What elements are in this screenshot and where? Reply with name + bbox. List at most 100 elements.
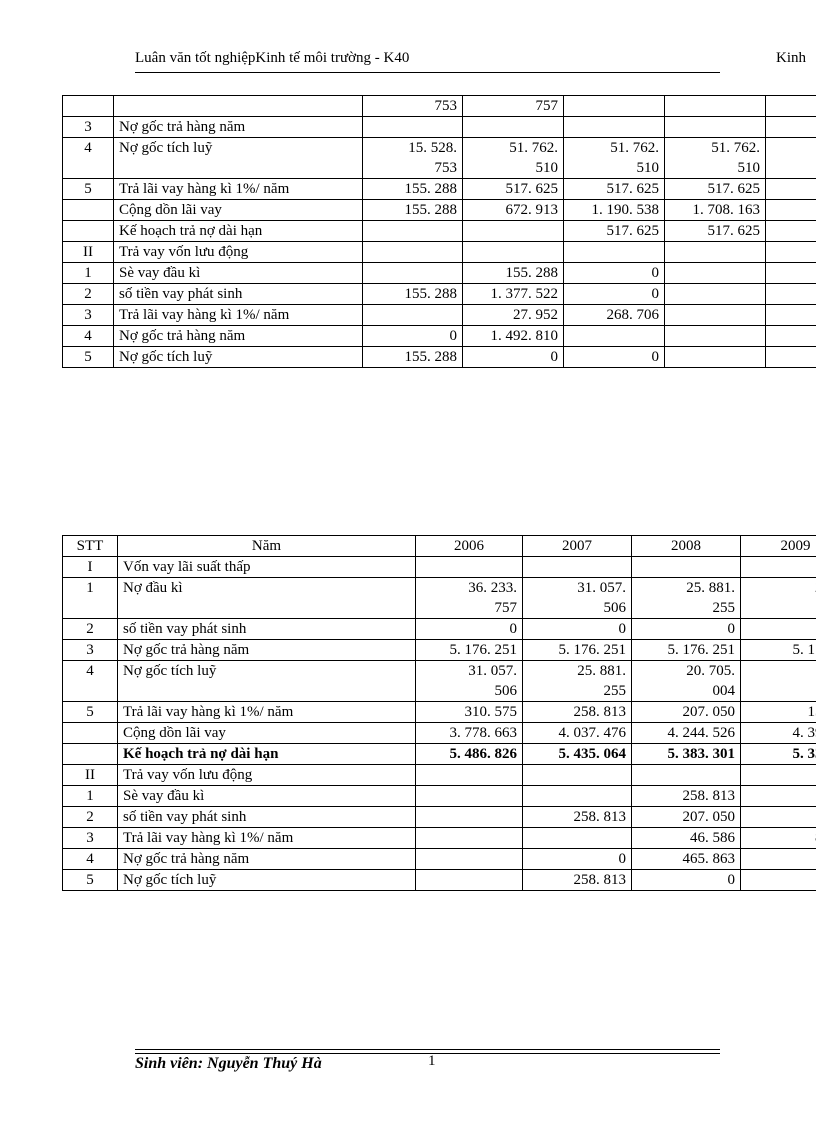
table-cell: 517. 625 [664,220,766,242]
table-row: 4 Nợ gốc tích luỹ 15. 528. 753 51. 762. 510 51… [62,137,816,179]
table-cell: 258. 813 [522,806,632,828]
table-row: Cộng dồn lãi vay 155. 288 672. 913 1. 190. … [62,199,816,221]
table-cell: 1. 492. 810 [462,325,564,347]
table-cell: 3 [62,827,118,849]
table-row: 3 Trả lãi vay hàng kì 1%/ năm 27. 952 268. … [62,304,816,326]
table-cell: 3 [62,639,118,661]
table-cell: II [62,241,114,263]
table-row: 3 Nợ gốc trả hàng năm [62,116,816,138]
table-cell: II [62,764,118,786]
cell-line: 510 [737,160,761,176]
table-cell [664,116,766,138]
table-row: 5 Nợ gốc tích luỹ 258. 813 0 [62,869,816,891]
table-cell: 31. 057. 506 [522,577,632,619]
table-cell: 1 [62,577,118,619]
cell-line: 757 [494,600,518,616]
table-cell: Trả lãi vay hàng kì 1%/ năm [117,827,416,849]
table-cell: 0 [563,262,665,284]
cell-line: 506 [494,683,518,699]
table-cell: 20. 705. 004 [631,660,741,702]
table-cell: Kế hoạch trả nợ dài hạn [117,743,416,765]
table-cell: 5. 176. 251 [415,639,523,661]
table-cell: 5. 486. 826 [415,743,523,765]
table-cell: Nợ gốc trả hàng năm [117,639,416,661]
table-cell: 5. 176. 251 [522,639,632,661]
table-row: 4 Nợ gốc tích luỹ 31. 057. 506 25. 881. 255 20… [62,660,816,702]
table-cell: 155. 2 [740,701,816,723]
table-cell [62,220,114,242]
table-cell [362,241,463,263]
table-cell: số tiền vay phát sinh [117,806,416,828]
column-header: 2007 [522,535,632,557]
table-cell [765,325,816,347]
cell-line: 20. 705. [686,663,735,679]
table-cell: 0 [362,325,463,347]
table-cell: 155. 288 [362,178,463,200]
table-cell: 3 [62,304,114,326]
table-cell [563,241,665,263]
table-cell: Nợ gốc tích luỹ [117,660,416,702]
table-row: 4 Nợ gốc trả hàng năm 0 1. 492. 810 [62,325,816,347]
header-right: Kinh [776,50,806,66]
table-cell [362,220,463,242]
cell-line: 51. 762. [509,140,558,156]
cell-line: 20. 7 [746,579,816,599]
table-cell: 258. 813 [522,869,632,891]
cell-line: 31. 057. [577,580,626,596]
table-cell [740,806,816,828]
table-cell [113,95,363,117]
table-cell: 15. 57 [740,660,816,702]
table-cell: 4. 399. 8 [740,722,816,744]
cell-line: 510 [535,160,559,176]
table-cell: 0 [462,346,564,368]
table-cell [664,262,766,284]
table-cell: 1 [62,785,118,807]
table-row: 5 Trả lãi vay hàng kì 1%/ năm 310. 575 258.… [62,701,816,723]
table-cell: 3 [62,116,114,138]
table-cell: 517 [765,220,816,242]
table-cell [462,220,564,242]
table-cell: 36. 233. 757 [415,577,523,619]
table-cell: 0 [563,283,665,305]
table-cell: 5 [62,346,114,368]
table-cell: 5 [62,178,114,200]
footer-rule [135,1049,720,1054]
table-row: I Vốn vay lãi suất thấp [62,556,816,578]
table-cell [740,764,816,786]
table-cell [415,827,523,849]
cell-line: 51. 762. [711,140,760,156]
table-cell [362,262,463,284]
table-cell: 0 [522,618,632,640]
table-cell [765,346,816,368]
cell-line: 255 [603,683,627,699]
table-cell: 5 [62,869,118,891]
table-cell: 4. 037. 476 [522,722,632,744]
table-cell: 20. 70 [740,577,816,619]
table-row: 1 Nợ đầu kì 36. 233. 757 31. 057. 506 25. 881.… [62,577,816,619]
table-cell: 0 [631,869,741,891]
table-cell: 5. 176. 2 [740,639,816,661]
table-cell [631,764,741,786]
table-cell: 51. 762. 510 [563,137,665,179]
table-cell [415,848,523,870]
table-cell: 51. 762. 510 [462,137,564,179]
column-header: 2006 [415,535,523,557]
cell-line: 25. 881. [577,663,626,679]
table-cell: 15. 528. 753 [362,137,463,179]
table-cell: 155. 288 [362,283,463,305]
table-cell: Trả lãi vay hàng kì 1%/ năm [113,178,363,200]
table-cell [765,95,816,117]
table-cell: 268. 706 [563,304,665,326]
table-cell [415,556,523,578]
cell-line: 36. 233. [468,580,517,596]
header-title: Luân văn tốt nghiệpKinh tế môi trường - … [135,50,720,73]
table-cell [664,95,766,117]
table-cell [522,764,632,786]
table-cell: 207. 050 [631,806,741,828]
table-cell [664,241,766,263]
table-cell [462,116,564,138]
table-cell: 31. 057. 506 [415,660,523,702]
table-cell [62,199,114,221]
table-cell: 5 [62,701,118,723]
